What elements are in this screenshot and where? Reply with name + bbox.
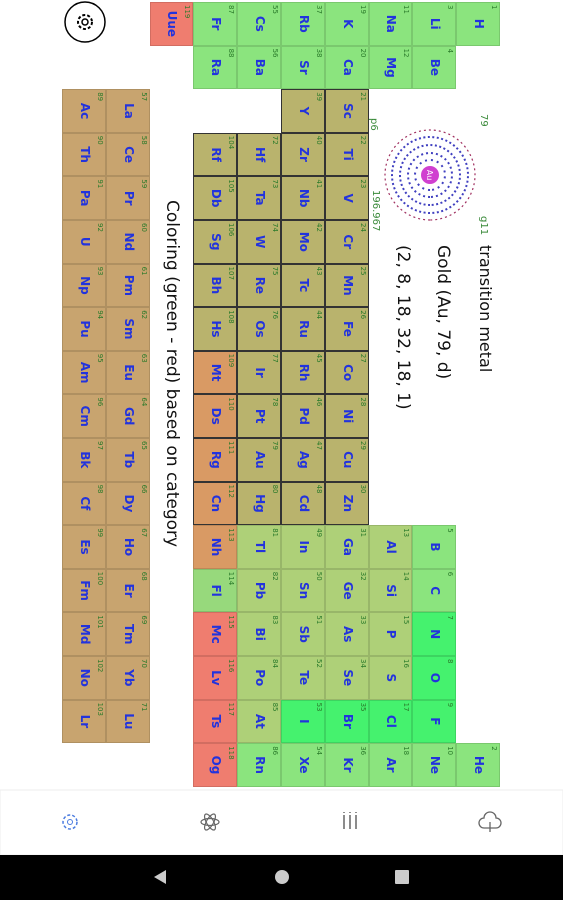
nav-list[interactable] xyxy=(343,812,357,829)
nav-table[interactable] xyxy=(62,814,78,830)
app-content: 79 p6 196.967 g11 Au transition metal Go… xyxy=(62,2,500,787)
atom-diagram: Au xyxy=(384,129,476,221)
nav-cloud[interactable] xyxy=(478,811,502,832)
atom-symbol: Au xyxy=(425,170,434,181)
nav-atom[interactable] xyxy=(200,812,220,831)
back-button[interactable] xyxy=(154,870,166,884)
settings-button[interactable] xyxy=(64,1,106,43)
home-button[interactable] xyxy=(275,870,289,884)
recents-button[interactable] xyxy=(395,870,409,884)
